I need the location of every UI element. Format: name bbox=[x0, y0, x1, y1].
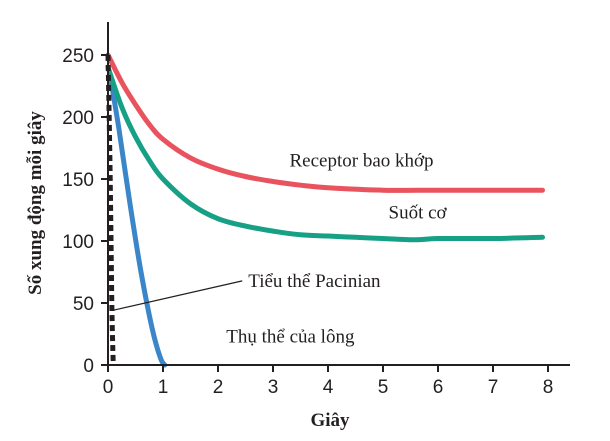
y-tick-label: 200 bbox=[62, 108, 94, 129]
x-tick-label: 5 bbox=[378, 377, 389, 398]
axes: 0 1 2 3 4 5 6 7 8 0 50 100 150 200 250 bbox=[62, 22, 570, 398]
y-tick-label: 100 bbox=[62, 232, 94, 253]
annotation-label: Receptor bao khớp bbox=[290, 151, 434, 172]
y-axis-ticks: 0 50 100 150 200 250 bbox=[62, 46, 108, 377]
annotations: Receptor bao khớp Suốt cơ Tiểu thể Pacinia… bbox=[112, 151, 448, 348]
x-tick-label: 8 bbox=[543, 377, 554, 398]
x-tick-label: 4 bbox=[323, 377, 334, 398]
annotation-label: Suốt cơ bbox=[389, 203, 448, 224]
y-tick-label: 250 bbox=[62, 46, 94, 67]
y-tick-label: 150 bbox=[62, 170, 94, 191]
series-line-tiểu-thể-pacinian bbox=[105, 54, 116, 366]
x-tick-label: 1 bbox=[158, 377, 169, 398]
plot-area bbox=[105, 52, 545, 368]
x-tick-label: 3 bbox=[268, 377, 279, 398]
annotation-pointer-line bbox=[112, 280, 243, 312]
x-axis-ticks: 0 1 2 3 4 5 6 7 8 bbox=[103, 365, 554, 398]
y-tick-label: 0 bbox=[83, 356, 94, 377]
x-tick-label: 0 bbox=[103, 377, 114, 398]
annotation-label: Tiểu thể Pacinian bbox=[248, 271, 381, 292]
y-axis-title: Số xung động mỗi giây bbox=[25, 111, 46, 295]
x-tick-label: 7 bbox=[488, 377, 499, 398]
annotation-label: Thụ thể của lông bbox=[226, 327, 355, 348]
series-line-thụ-thể-của-lông bbox=[108, 77, 168, 368]
x-tick-label: 6 bbox=[433, 377, 444, 398]
x-axis-title: Giây bbox=[310, 410, 350, 431]
y-tick-label: 50 bbox=[73, 294, 94, 315]
x-tick-label: 2 bbox=[213, 377, 224, 398]
series-line-receptor-bao-khớp bbox=[105, 52, 545, 193]
series-line-suốt-cơ bbox=[105, 64, 545, 243]
